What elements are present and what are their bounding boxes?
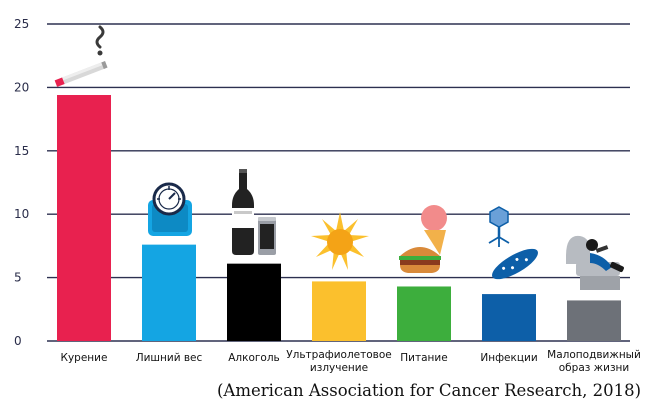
- category-label: Питание: [400, 352, 447, 364]
- y-tick-label: 5: [14, 271, 22, 285]
- bars: [57, 95, 621, 342]
- y-tick-label: 20: [14, 80, 29, 94]
- bar: [397, 286, 451, 341]
- armchair-icon: [566, 235, 624, 290]
- bar: [227, 263, 281, 341]
- category-label-line: образ жизни: [559, 362, 629, 374]
- category-label: Ультрафиолетовое излучение: [286, 349, 392, 374]
- category-label-line: Питание: [400, 352, 447, 364]
- food-icon: [399, 205, 447, 273]
- category-label-line: Алкоголь: [228, 352, 280, 364]
- category-label: Курение: [61, 352, 108, 364]
- category-label: Лишний вес: [136, 352, 203, 364]
- category-label-line: Лишний вес: [136, 352, 203, 364]
- category-label-line: Курение: [61, 352, 108, 364]
- y-tick-label: 0: [14, 334, 22, 348]
- y-tick-label: 10: [14, 207, 29, 221]
- scale-icon: [148, 182, 192, 236]
- bottle-can-icon: [232, 169, 276, 255]
- virus-bacteria-icon: [488, 206, 538, 280]
- y-tick-label: 15: [14, 144, 29, 158]
- category-label-line: излучение: [310, 362, 368, 374]
- category-label: Малоподвижный образ жизни: [547, 349, 641, 374]
- category-label: Алкоголь: [228, 352, 280, 364]
- y-axis-ticks: 0 5 10 15 20 25: [14, 17, 29, 348]
- bar: [567, 300, 621, 341]
- cigarette-icon: [54, 25, 108, 87]
- category-label: Инфекции: [480, 352, 537, 364]
- y-tick-label: 25: [14, 17, 29, 31]
- category-label-line: Ультрафиолетовое: [286, 349, 392, 361]
- category-label-line: Малоподвижный: [547, 349, 641, 361]
- bar: [312, 281, 366, 341]
- bar: [482, 294, 536, 341]
- category-labels: Курение Лишний вес Алкоголь Ультрафиолетово…: [61, 349, 641, 374]
- category-label-line: Инфекции: [480, 352, 537, 364]
- sun-icon: [311, 212, 369, 270]
- source-citation: (American Association for Cancer Researc…: [217, 381, 642, 400]
- bar: [142, 244, 196, 341]
- bar: [57, 95, 111, 342]
